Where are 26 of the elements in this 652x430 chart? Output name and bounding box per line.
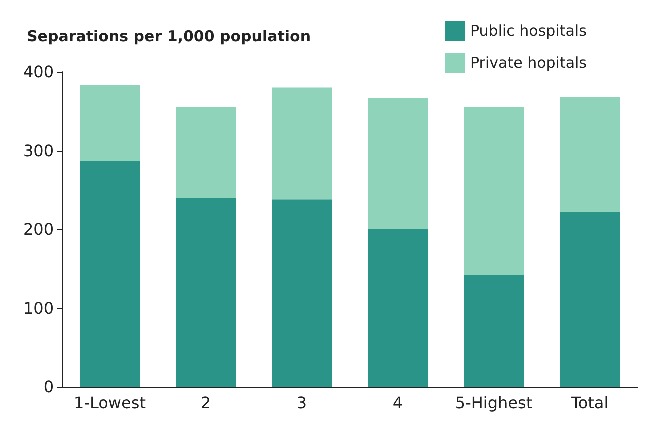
y-axis-title: Separations per 1,000 population [27,28,312,46]
bar [464,275,524,387]
x-tick-label: 1-Lowest [74,394,146,412]
bar [80,85,140,161]
bar [560,212,620,387]
x-tick-label: Total [570,394,609,412]
bar [368,230,428,387]
bar [176,198,236,387]
x-tick-label: 5-Highest [455,394,533,412]
y-tick-label: 400 [23,62,54,82]
y-tick-label: 0 [44,378,54,396]
x-tick-label: 2 [200,394,212,412]
bar [464,107,524,276]
x-tick-label: 3 [296,394,308,412]
bar [272,200,332,387]
legend-label: Public hospitals [470,22,588,40]
bar [272,88,332,200]
x-tick-label: 4 [392,394,404,412]
bar [560,97,620,212]
bar [80,160,140,387]
y-tick-label: 200 [23,220,54,239]
y-tick-label: 300 [23,141,54,160]
bar [176,107,236,198]
legend-label: Private hopitals [470,54,588,72]
bar [368,98,428,230]
y-tick-label: 100 [23,298,54,318]
